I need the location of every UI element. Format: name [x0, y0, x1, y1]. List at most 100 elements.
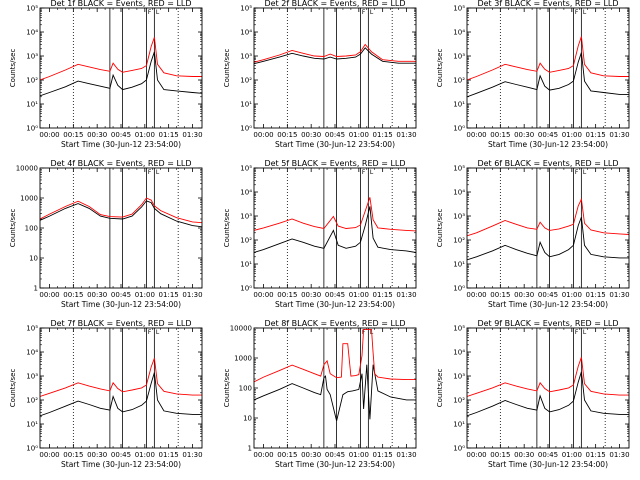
y-tick-label: 10²: [453, 77, 465, 85]
y-tick-label: 10: [29, 255, 38, 263]
events-series-line: [254, 206, 416, 253]
x-tick-label: 00:00: [466, 131, 486, 139]
y-tick-label: 10⁵: [240, 165, 252, 173]
x-tick-label: 01:30: [396, 291, 416, 299]
x-tick-label: 01:15: [373, 451, 393, 459]
interval-marker-label: F: [148, 9, 152, 16]
interval-marker-label: F: [362, 169, 366, 176]
x-tick-label: 01:15: [586, 291, 606, 299]
x-tick-label: 01:00: [349, 291, 369, 299]
detector-panel-1: Det 1f BLACK = Events, RED = LLD Counts/s…: [9, 0, 203, 149]
y-tick-label: 10²: [240, 77, 252, 85]
plot-frame: [466, 7, 630, 129]
interval-marker-label: L: [583, 169, 587, 176]
y-tick-label: 10¹: [240, 261, 252, 269]
events-series-line: [40, 51, 202, 97]
x-axis-label: Start Time (30-Jun-12 23:54:00): [488, 300, 608, 309]
x-tick-label: 00:15: [490, 451, 510, 459]
y-tick-label: 10²: [453, 237, 465, 245]
x-tick-label: 00:15: [63, 131, 83, 139]
detector-panel-9: Det 9f BLACK = Events, RED = LLD Counts/s…: [436, 319, 630, 469]
y-tick-label: 100: [239, 385, 252, 393]
lld-series-line: [254, 43, 416, 63]
x-axis-label: Start Time (30-Jun-12 23:54:00): [488, 460, 608, 469]
y-tick-label: 10⁰: [453, 445, 465, 453]
lld-series-line: [40, 197, 202, 224]
x-tick-label: 00:15: [490, 291, 510, 299]
panel-title: Det 2f BLACK = Events, RED = LLD: [264, 0, 405, 8]
plot-frame: [39, 7, 203, 129]
y-axis-label: Counts/sec: [9, 209, 17, 248]
x-tick-label: 01:15: [373, 291, 393, 299]
y-tick-label: 10⁴: [26, 349, 38, 357]
x-tick-label: 00:30: [514, 131, 534, 139]
panel-title: Det 5f BLACK = Events, RED = LLD: [264, 159, 405, 168]
x-axis-label: Start Time (30-Jun-12 23:54:00): [275, 300, 395, 309]
y-axis-label: Counts/sec: [436, 49, 444, 88]
x-tick-label: 01:15: [159, 291, 179, 299]
interval-marker-label: L: [583, 329, 587, 336]
events-series-line: [467, 52, 629, 98]
y-axis-label: Counts/sec: [9, 49, 17, 88]
x-tick-label: 01:00: [135, 291, 155, 299]
x-tick-label: 00:30: [301, 291, 321, 299]
x-axis-label: Start Time (30-Jun-12 23:54:00): [61, 140, 181, 149]
panel-title: Det 4f BLACK = Events, RED = LLD: [50, 159, 191, 168]
events-series-line: [467, 216, 629, 261]
y-tick-label: 10²: [26, 397, 38, 405]
interval-marker-label: L: [370, 9, 374, 16]
x-tick-label: 00:45: [538, 131, 558, 139]
y-tick-label: 10000: [230, 325, 252, 333]
x-tick-label: 00:00: [253, 131, 273, 139]
y-tick-label: 10⁴: [26, 29, 38, 37]
x-tick-label: 00:00: [466, 451, 486, 459]
events-series-line: [254, 364, 416, 422]
x-tick-label: 01:30: [396, 451, 416, 459]
y-tick-label: 10³: [453, 213, 465, 221]
x-tick-label: 00:30: [514, 451, 534, 459]
y-tick-label: 10⁰: [26, 125, 38, 133]
x-tick-label: 00:15: [63, 451, 83, 459]
y-tick-label: 1: [248, 445, 252, 453]
x-tick-label: 00:30: [87, 291, 107, 299]
x-tick-label: 00:00: [466, 291, 486, 299]
detector-panel-2: Det 2f BLACK = Events, RED = LLD Counts/s…: [223, 0, 417, 149]
interval-marker-label: F: [362, 329, 366, 336]
y-tick-label: 10⁵: [26, 325, 38, 333]
interval-marker-label: F: [575, 329, 579, 336]
x-axis-label: Start Time (30-Jun-12 23:54:00): [488, 140, 608, 149]
y-tick-label: 10⁰: [453, 125, 465, 133]
events-series-line: [40, 200, 202, 228]
x-tick-label: 01:00: [135, 131, 155, 139]
interval-marker-label: L: [370, 169, 374, 176]
panel-title: Det 1f BLACK = Events, RED = LLD: [50, 0, 191, 8]
x-axis-label: Start Time (30-Jun-12 23:54:00): [275, 140, 395, 149]
y-tick-label: 10⁰: [240, 285, 252, 293]
x-tick-label: 00:30: [87, 131, 107, 139]
y-tick-label: 10¹: [240, 101, 252, 109]
x-tick-label: 00:15: [277, 291, 297, 299]
x-tick-label: 01:00: [135, 451, 155, 459]
interval-marker-label: L: [156, 329, 160, 336]
x-tick-label: 01:15: [373, 131, 393, 139]
x-tick-label: 00:15: [490, 131, 510, 139]
y-tick-label: 10³: [26, 53, 38, 61]
x-tick-label: 00:00: [253, 451, 273, 459]
panel-title: Det 6f BLACK = Events, RED = LLD: [477, 159, 618, 168]
x-tick-label: 01:30: [609, 291, 629, 299]
y-tick-label: 10⁵: [26, 5, 38, 13]
interval-marker-label: F: [148, 329, 152, 336]
panel-title: Det 7f BLACK = Events, RED = LLD: [50, 319, 191, 328]
x-tick-label: 00:45: [538, 451, 558, 459]
plot-frame: [466, 167, 630, 289]
x-tick-label: 01:00: [562, 451, 582, 459]
x-tick-label: 00:45: [538, 291, 558, 299]
x-tick-label: 01:00: [349, 131, 369, 139]
detector-panel-5: Det 5f BLACK = Events, RED = LLD Counts/s…: [223, 159, 417, 309]
x-tick-label: 00:45: [111, 131, 131, 139]
plot-frame: [466, 327, 630, 449]
x-tick-label: 01:30: [182, 131, 202, 139]
x-tick-label: 00:00: [253, 291, 273, 299]
interval-marker-label: L: [156, 9, 160, 16]
x-tick-label: 00:00: [39, 291, 59, 299]
